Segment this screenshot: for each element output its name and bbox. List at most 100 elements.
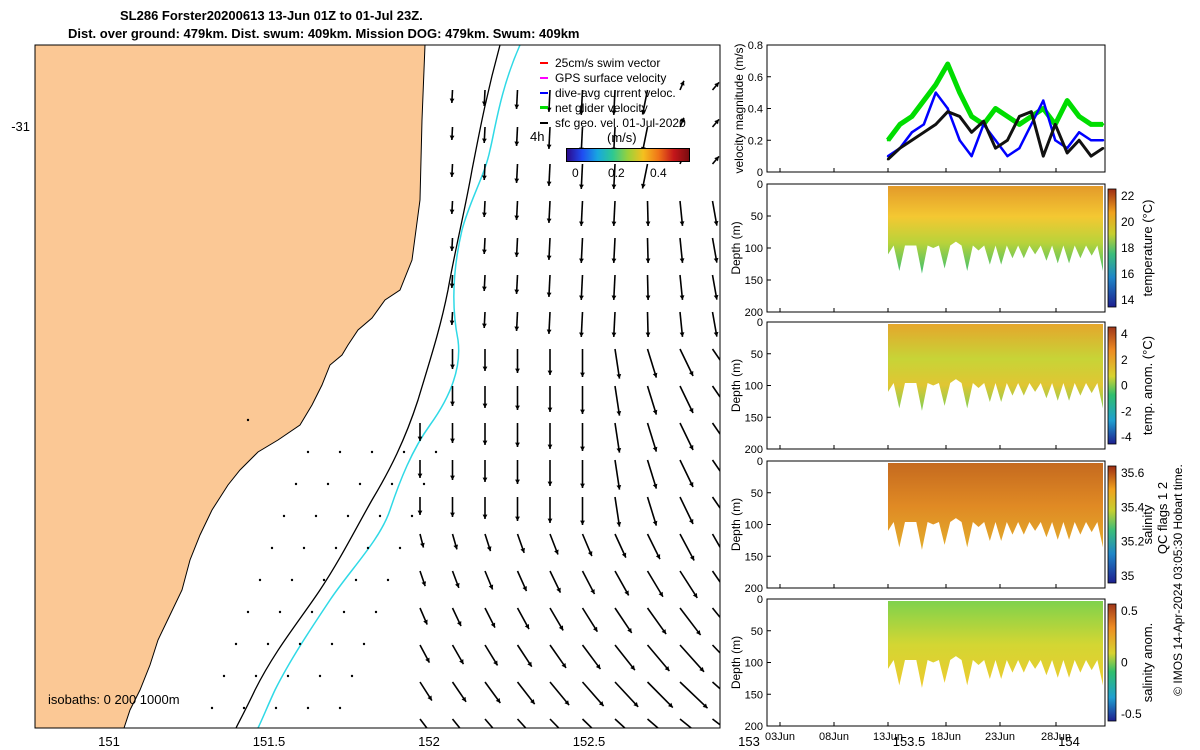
title-line-2: Dist. over ground: 479km. Dist. swum: 40… (68, 26, 580, 41)
legend-label: GPS surface velocity (555, 70, 667, 85)
current-arrow (646, 570, 664, 598)
current-dot (330, 642, 334, 646)
temperature-colorbar (1107, 188, 1117, 308)
current-arrow-head (514, 289, 520, 294)
current-arrow-head (547, 370, 553, 375)
current-arrow-head (514, 178, 520, 183)
current-arrow (581, 607, 599, 633)
legend-swatch (540, 106, 548, 109)
current-arrow (679, 681, 709, 709)
current-arrow (614, 644, 636, 671)
current-arrow-head (696, 630, 701, 636)
current-arrow-head (679, 221, 685, 226)
current-arrow-head (679, 295, 685, 300)
current-arrow-head (514, 252, 520, 257)
current-arrow-head (652, 446, 658, 452)
current-dot (286, 674, 290, 678)
velocity-point (886, 139, 890, 142)
colorbar-tick-label: -4 (1121, 430, 1132, 444)
current-arrow-head (580, 372, 585, 377)
current-arrow-head (688, 408, 694, 414)
current-arrow (646, 718, 660, 728)
title-line-1: SL286 Forster20200613 13-Jun 01Z to 01-J… (120, 8, 423, 23)
current-arrow-head (547, 444, 553, 449)
current-arrow (646, 348, 658, 378)
velocity-point (994, 107, 997, 110)
depth-axis-label: Depth (m) (729, 359, 743, 412)
current-arrow-head (547, 518, 553, 523)
current-arrow-head (514, 141, 520, 146)
current-arrow-head (633, 702, 639, 707)
current-arrow-head (579, 184, 584, 189)
lon-tick-label: 152.5 (573, 734, 606, 749)
velocity-tick-label: 0.8 (748, 40, 763, 52)
velocity-point (946, 107, 949, 110)
current-dot (338, 706, 342, 710)
current-arrow-head (450, 364, 455, 369)
current-arrow (614, 496, 621, 527)
current-arrow-head (449, 135, 455, 140)
current-arrow-head (482, 286, 487, 291)
depth-tick-label: 150 (745, 275, 763, 287)
current-arrow-head (713, 331, 719, 337)
current-arrow-head (464, 734, 469, 739)
velocity-axis-label: velocity magnitude (m/s) (732, 43, 746, 173)
current-arrow (614, 459, 621, 490)
current-arrow-head (423, 619, 428, 625)
depth-tick-label: 150 (745, 551, 763, 563)
current-arrow-head (624, 590, 629, 596)
current-arrow (516, 681, 536, 705)
map-colorbar-tick: 0.4 (650, 166, 667, 180)
temp-anomaly-colorbar-label: temp. anom. (°C) (1140, 336, 1155, 435)
time-tick-label: 08Jun (819, 731, 849, 743)
time-tick-label: 18Jun (931, 731, 961, 743)
depth-tick-label: 50 (751, 626, 763, 638)
current-arrow-head (611, 184, 617, 189)
lon-tick-label: 151.5 (253, 734, 286, 749)
legend-item-swim: 25cm/s swim vector (540, 55, 705, 70)
current-arrow-head (427, 695, 432, 701)
current-arrow-head (449, 246, 455, 251)
current-arrow-head (482, 101, 487, 106)
current-dot (282, 514, 286, 518)
depth-tick-label: 100 (745, 381, 763, 393)
current-arrow (614, 422, 621, 453)
depth-axis-label: Depth (m) (729, 498, 743, 551)
map-colorbar-tick: 0.2 (608, 166, 625, 180)
legend-label: sfc geo. vel. 01-Jul-2020 (555, 115, 686, 130)
current-arrow-head (692, 592, 698, 598)
current-arrow-head (546, 218, 552, 223)
current-arrow-head (579, 221, 584, 226)
current-arrow-head (688, 482, 694, 488)
current-arrow-head (598, 701, 604, 707)
colorbar-tick-label: 4 (1121, 327, 1128, 341)
current-arrow-head (688, 445, 694, 451)
velocity-point (934, 83, 937, 86)
current-arrow-head (421, 581, 427, 587)
velocity-point (946, 62, 949, 66)
velocity-point (898, 123, 902, 126)
current-dot (278, 610, 282, 614)
current-arrow-head (482, 249, 487, 254)
current-arrow-head (425, 657, 430, 663)
current-arrow (679, 644, 705, 673)
current-dot (350, 674, 354, 678)
current-arrow-head (546, 329, 552, 334)
salinity-section (888, 463, 1103, 550)
colorbar-tick-label: 0 (1121, 656, 1128, 670)
latitude-axis: -3131.5-3232.5-3333.5-34 (11, 119, 30, 134)
current-arrow-head (564, 700, 570, 706)
current-arrow-head (652, 372, 658, 378)
current-arrow-head (652, 409, 658, 415)
current-arrow (581, 718, 593, 728)
current-arrow-head (514, 215, 520, 220)
current-arrow-head (493, 660, 498, 666)
current-arrow (679, 496, 694, 525)
depth-tick-label: 200 (745, 307, 763, 319)
current-vector-field (210, 80, 720, 739)
time-series-panels: 0.8 0.6 0.4 0.2 0 velocity magnitude (m/s) 0 50… (729, 40, 1185, 743)
current-arrow-head (611, 332, 617, 337)
current-dot (374, 610, 378, 614)
time-tick-label: 03Jun (765, 731, 795, 743)
velocity-point (1018, 146, 1021, 150)
